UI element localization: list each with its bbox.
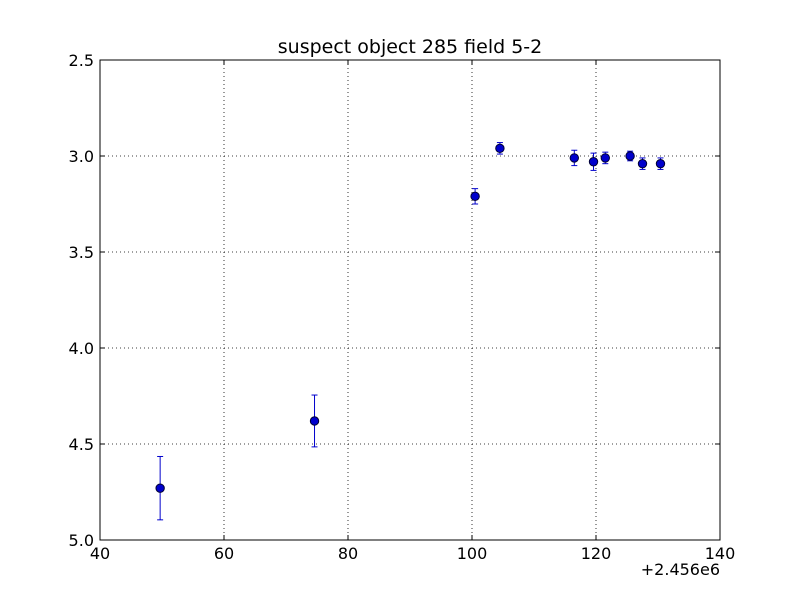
- chart-title: suspect object 285 field 5-2: [278, 36, 543, 58]
- data-marker: [600, 153, 610, 163]
- data-marker: [495, 143, 505, 154]
- y-tick-label: 3.5: [69, 243, 94, 262]
- data-marker: [470, 191, 480, 202]
- y-tick-label: 4.5: [69, 435, 94, 454]
- x-tick-label: 40: [90, 544, 110, 563]
- x-tick-label: 140: [705, 544, 736, 563]
- x-tick-label: 100: [457, 544, 488, 563]
- x-tick-label: 120: [581, 544, 612, 563]
- data-marker: [637, 158, 648, 169]
- data-point: [309, 394, 320, 448]
- data-point: [637, 157, 648, 170]
- grid: [100, 60, 720, 540]
- data-point: [655, 157, 666, 170]
- x-axis-offset-label: +2.456e6: [641, 560, 720, 579]
- data-marker: [155, 483, 165, 493]
- x-tick-label: 80: [338, 544, 358, 563]
- data-point: [470, 188, 480, 205]
- data-point: [625, 150, 635, 162]
- y-tick-label: 2.5: [69, 51, 94, 70]
- x-tick-label: 60: [214, 544, 234, 563]
- data-marker: [655, 158, 666, 169]
- data-marker: [625, 151, 635, 161]
- y-tick-label: 3.0: [69, 147, 94, 166]
- data-marker: [588, 157, 599, 167]
- data-marker: [309, 416, 320, 426]
- data-point: [155, 455, 165, 521]
- data-point: [495, 142, 505, 155]
- data-series: [155, 142, 666, 521]
- axis-ticks: 40 60 80 100 120 140 2.5 3.0 3.5 4.0 4.5 5.0: [69, 51, 736, 563]
- data-point: [569, 149, 579, 167]
- data-point: [600, 151, 610, 165]
- plot-area-frame: [99, 59, 721, 541]
- data-point: [588, 152, 599, 171]
- y-tick-label: 4.0: [69, 339, 94, 358]
- data-marker: [569, 153, 579, 163]
- y-tick-label: 5.0: [69, 531, 94, 550]
